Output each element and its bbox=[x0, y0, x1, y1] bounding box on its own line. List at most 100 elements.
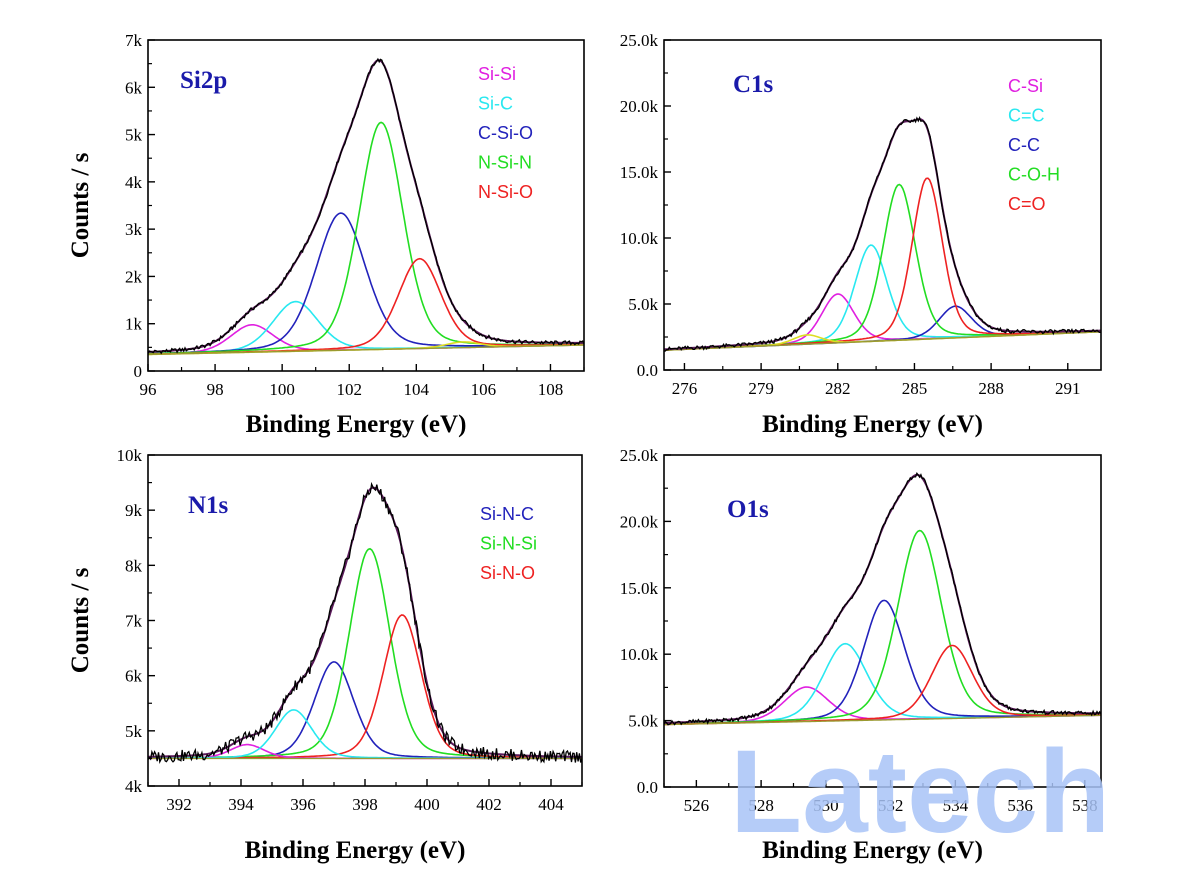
x-tick-label: 285 bbox=[902, 379, 928, 398]
legend-entry: N-Si-O bbox=[478, 182, 533, 202]
x-tick-label: 282 bbox=[825, 379, 851, 398]
x-tick-label: 526 bbox=[684, 796, 710, 815]
y-tick-label: 4k bbox=[125, 777, 143, 796]
y-tick-label: 4k bbox=[125, 173, 143, 192]
background-line bbox=[664, 331, 1101, 351]
y-tick-label: 8k bbox=[125, 556, 143, 575]
y-tick-label: 9k bbox=[125, 501, 143, 520]
y-tick-label: 15.0k bbox=[620, 579, 659, 598]
watermark-logo: Latech bbox=[730, 726, 1110, 858]
plot-area bbox=[664, 116, 1101, 352]
x-tick-label: 530 bbox=[813, 796, 839, 815]
y-tick-label: 3k bbox=[125, 220, 143, 239]
background-line bbox=[148, 344, 584, 356]
peak-si-n-o bbox=[148, 614, 582, 759]
chart-panel-si2p: 96 98 100 102 104 106 108 0 1k 2k 3k 4k 5k 6k 7k Bindin… bbox=[67, 31, 585, 438]
x-tick-label: 398 bbox=[352, 795, 378, 814]
fit-envelope bbox=[148, 486, 582, 758]
y-tick-label: 5.0k bbox=[628, 712, 658, 731]
x-tick-label: 404 bbox=[538, 795, 564, 814]
panel-title: N1s bbox=[188, 492, 229, 519]
peak-component-2 bbox=[664, 599, 1101, 725]
legend-entry: C-O-H bbox=[1008, 165, 1060, 185]
y-tick-label: 5k bbox=[125, 126, 143, 145]
panel-title: O1s bbox=[727, 496, 769, 523]
y-tick-label: 25.0k bbox=[620, 31, 659, 50]
x-tick-label: 108 bbox=[538, 380, 564, 399]
legend-entry: C-Si-O bbox=[478, 123, 533, 143]
y-tick-label: 2k bbox=[125, 267, 143, 286]
x-tick-label: 100 bbox=[269, 380, 295, 399]
x-tick-label: 532 bbox=[878, 796, 904, 815]
y-tick-label: 20.0k bbox=[620, 97, 659, 116]
y-tick-label: 7k bbox=[125, 612, 143, 631]
x-axis-title: Binding Energy (eV) bbox=[762, 411, 983, 438]
legend-entry: C=O bbox=[1008, 194, 1046, 214]
raw-data-line bbox=[148, 481, 582, 764]
y-tick-label: 5k bbox=[125, 722, 143, 741]
y-tick-label: 0 bbox=[134, 362, 143, 381]
x-tick-label: 394 bbox=[228, 795, 254, 814]
y-tick-label: 7k bbox=[125, 31, 143, 50]
legend-entry: Si-N-C bbox=[480, 504, 534, 524]
x-tick-label: 104 bbox=[404, 380, 430, 399]
legend-entry: Si-Si bbox=[478, 64, 516, 84]
legend-entry: C-Si bbox=[1008, 76, 1043, 96]
y-tick-label: 10.0k bbox=[620, 229, 659, 248]
x-tick-label: 392 bbox=[166, 795, 192, 814]
y-tick-label: 0.0 bbox=[637, 778, 658, 797]
peak-c-c bbox=[664, 305, 1101, 351]
legend-entry: C=C bbox=[1008, 106, 1045, 126]
x-tick-label: 279 bbox=[748, 379, 774, 398]
plot-area bbox=[664, 471, 1101, 726]
panel-title: C1s bbox=[733, 71, 774, 98]
y-tick-label: 6k bbox=[125, 78, 143, 97]
raw-data-line bbox=[664, 116, 1101, 352]
y-axis-title: Counts / s bbox=[67, 152, 94, 258]
x-tick-label: 98 bbox=[207, 380, 224, 399]
x-tick-label: 106 bbox=[471, 380, 497, 399]
legend-entry: Si-C bbox=[478, 94, 513, 114]
x-axis-title: Binding Energy (eV) bbox=[762, 837, 983, 864]
x-tick-label: 534 bbox=[943, 796, 969, 815]
plot-area bbox=[148, 481, 582, 764]
raw-data-line bbox=[664, 471, 1101, 726]
y-tick-label: 0.0 bbox=[637, 361, 658, 380]
x-axis-title: Binding Energy (eV) bbox=[245, 837, 466, 864]
chart-panel-o1s: 526 528 530 532 534 536 538 0.0 5.0k 10.0k 15.0k 20… bbox=[620, 446, 1102, 864]
x-tick-label: 276 bbox=[672, 379, 698, 398]
x-tick-label: 288 bbox=[978, 379, 1004, 398]
y-tick-label: 15.0k bbox=[620, 163, 659, 182]
background-line bbox=[664, 714, 1101, 726]
x-tick-label: 102 bbox=[336, 380, 362, 399]
fit-envelope bbox=[148, 59, 584, 353]
y-tick-label: 1k bbox=[125, 315, 143, 334]
plot-area bbox=[148, 57, 584, 356]
x-tick-label: 96 bbox=[140, 380, 157, 399]
x-tick-label: 402 bbox=[476, 795, 502, 814]
x-axis-title: Binding Energy (eV) bbox=[246, 411, 467, 438]
x-tick-label: 528 bbox=[748, 796, 774, 815]
peak-c-si-o bbox=[148, 212, 584, 355]
x-tick-label: 400 bbox=[414, 795, 440, 814]
y-tick-label: 6k bbox=[125, 667, 143, 686]
chart-panel-c1s: 276 279 282 285 288 291 0.0 5.0k 10.0k 15.0k 20.0k… bbox=[620, 31, 1102, 438]
y-tick-label: 20.0k bbox=[620, 512, 659, 531]
panel-title: Si2p bbox=[180, 67, 227, 94]
raw-data-line bbox=[148, 57, 584, 355]
y-axis-title: Counts / s bbox=[67, 567, 94, 673]
legend-entry: Si-N-Si bbox=[480, 534, 537, 554]
chart-panel-n1s: 392 394 396 398 400 402 404 4k 5k 6k 7k 8k 9k 10k Bind… bbox=[67, 446, 583, 864]
peak-component-3 bbox=[664, 529, 1101, 725]
y-tick-label: 25.0k bbox=[620, 446, 659, 465]
legend-entry: N-Si-N bbox=[478, 153, 532, 173]
x-tick-label: 538 bbox=[1072, 796, 1098, 815]
x-tick-label: 291 bbox=[1055, 379, 1081, 398]
y-tick-label: 10k bbox=[117, 446, 143, 465]
peak-si-n-c bbox=[148, 661, 582, 759]
legend-entry: C-C bbox=[1008, 135, 1040, 155]
x-tick-label: 396 bbox=[290, 795, 316, 814]
x-tick-label: 536 bbox=[1007, 796, 1033, 815]
y-tick-label: 10.0k bbox=[620, 645, 659, 664]
